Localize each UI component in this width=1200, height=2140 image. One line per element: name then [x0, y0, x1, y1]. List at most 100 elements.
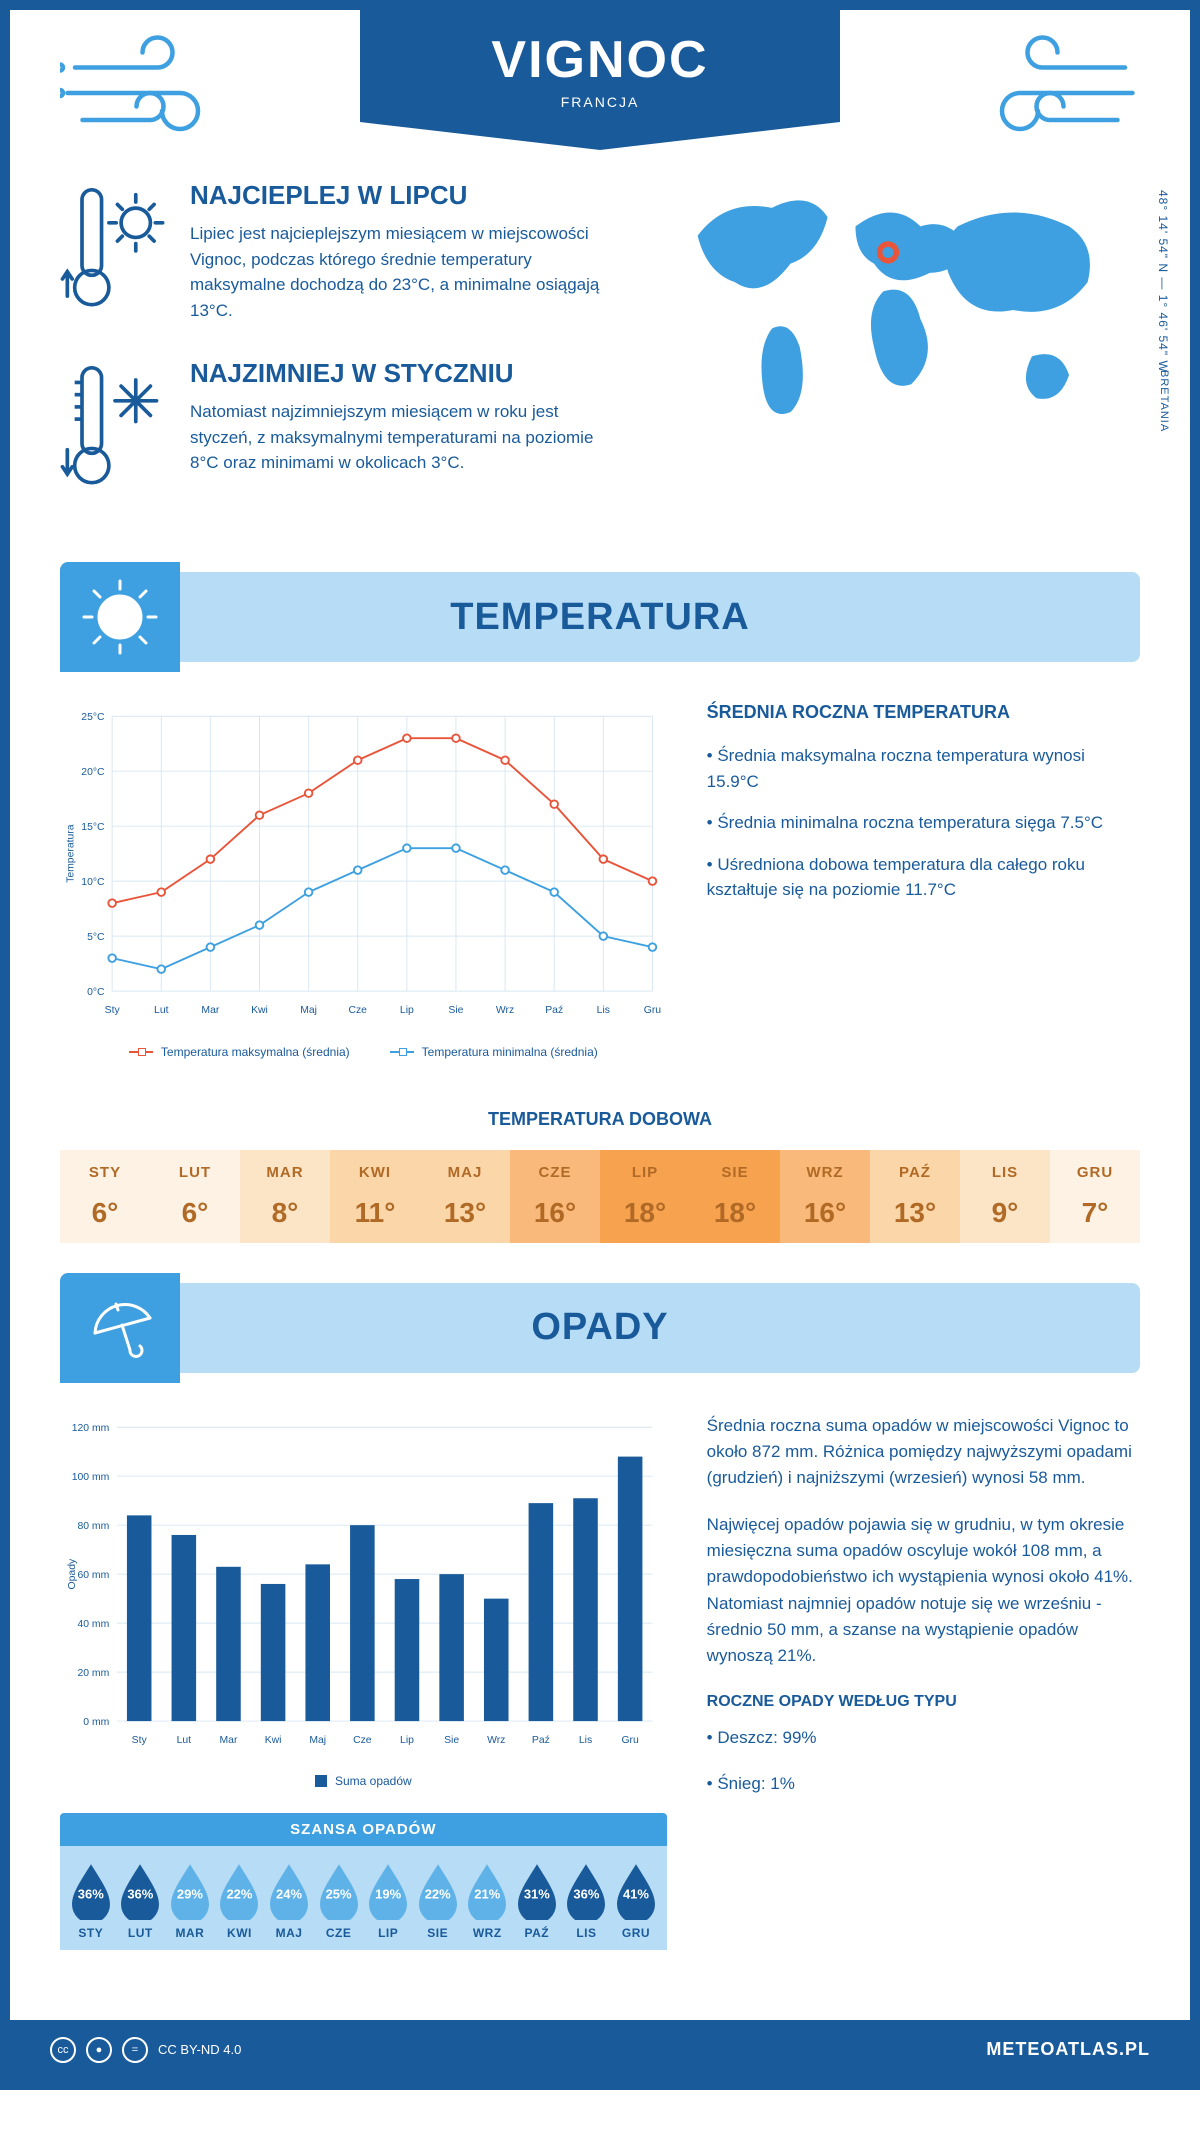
svg-text:Lis: Lis — [579, 1735, 592, 1746]
svg-text:Lut: Lut — [154, 1005, 169, 1016]
svg-text:20°C: 20°C — [81, 767, 105, 778]
svg-text:15°C: 15°C — [81, 822, 105, 833]
daily-temp-cell: PAŹ13° — [870, 1150, 960, 1243]
city-title: VIGNOC — [360, 30, 840, 90]
precip-summary: Średnia roczna suma opadów w miejscowośc… — [707, 1413, 1140, 1950]
precip-type-snow: • Śnieg: 1% — [707, 1771, 1140, 1797]
chance-drop: 36% LUT — [116, 1862, 166, 1940]
fact-hot-title: NAJCIEPLEJ W LIPCU — [190, 180, 605, 211]
svg-text:Cze: Cze — [348, 1005, 367, 1016]
svg-text:Maj: Maj — [309, 1735, 326, 1746]
temp-summary-b3: • Uśredniona dobowa temperatura dla całe… — [707, 852, 1140, 903]
daily-temp-cell: LUT6° — [150, 1150, 240, 1243]
svg-text:Mar: Mar — [201, 1005, 219, 1016]
precip-chance-panel: SZANSA OPADÓW 36% STY 36% LUT 29% MAR 22… — [60, 1813, 667, 1950]
intro-section: NAJCIEPLEJ W LIPCU Lipiec jest najcieple… — [60, 180, 1140, 532]
svg-text:10°C: 10°C — [81, 877, 105, 888]
country-subtitle: FRANCJA — [360, 94, 840, 110]
svg-text:Cze: Cze — [353, 1735, 372, 1746]
daily-temp-cell: SIE18° — [690, 1150, 780, 1243]
nd-icon: = — [122, 2037, 148, 2063]
cc-icon: cc — [50, 2037, 76, 2063]
svg-text:20 mm: 20 mm — [77, 1668, 109, 1679]
section-header-temperature: TEMPERATURA — [60, 572, 1140, 662]
chance-drop: 19% LIP — [363, 1862, 413, 1940]
svg-text:Temperatura: Temperatura — [65, 825, 76, 884]
chance-drop: 29% MAR — [165, 1862, 215, 1940]
section-title-temperature: TEMPERATURA — [450, 596, 750, 639]
temperature-legend: Temperatura maksymalna (średnia) Tempera… — [60, 1045, 667, 1059]
sun-icon — [60, 562, 180, 672]
svg-text:Kwi: Kwi — [251, 1005, 268, 1016]
chance-title: SZANSA OPADÓW — [60, 1813, 667, 1846]
precip-type-title: ROCZNE OPADY WEDŁUG TYPU — [707, 1690, 1140, 1715]
svg-text:Lut: Lut — [177, 1735, 192, 1746]
chance-drop: 36% STY — [66, 1862, 116, 1940]
thermometer-cold-icon — [60, 358, 170, 497]
umbrella-icon — [60, 1273, 180, 1383]
svg-text:Mar: Mar — [219, 1735, 237, 1746]
daily-temp-cell: MAJ13° — [420, 1150, 510, 1243]
daily-temp-cell: GRU7° — [1050, 1150, 1140, 1243]
license-block: cc ● = CC BY-ND 4.0 — [50, 2037, 241, 2063]
chance-drop: 24% MAJ — [264, 1862, 314, 1940]
world-map: 48° 14' 54" N — 1° 46' 54" W BRETANIA — [645, 180, 1140, 532]
precip-p1: Średnia roczna suma opadów w miejscowośc… — [707, 1413, 1140, 1492]
svg-text:Wrz: Wrz — [496, 1005, 514, 1016]
precip-legend: Suma opadów — [60, 1774, 667, 1788]
temp-summary-b2: • Średnia minimalna roczna temperatura s… — [707, 810, 1140, 836]
daily-temp-cell: LIP18° — [600, 1150, 690, 1243]
daily-temp-cell: CZE16° — [510, 1150, 600, 1243]
temperature-line-chart: 0°C5°C10°C15°C20°C25°CStyLutMarKwiMajCze… — [60, 702, 667, 1058]
svg-text:0°C: 0°C — [87, 987, 105, 998]
chance-drop: 36% LIS — [562, 1862, 612, 1940]
svg-text:25°C: 25°C — [81, 712, 105, 723]
precip-bar-chart: 0 mm20 mm40 mm60 mm80 mm100 mm120 mmStyL… — [60, 1413, 667, 1950]
section-header-precip: OPADY — [60, 1283, 1140, 1373]
svg-text:Wrz: Wrz — [487, 1735, 505, 1746]
header: VIGNOC FRANCJA — [60, 10, 1140, 150]
title-banner: VIGNOC FRANCJA — [360, 10, 840, 150]
svg-text:Opady: Opady — [67, 1558, 78, 1589]
daily-temp-cell: WRZ16° — [780, 1150, 870, 1243]
svg-text:Lis: Lis — [597, 1005, 610, 1016]
fact-hottest: NAJCIEPLEJ W LIPCU Lipiec jest najcieple… — [60, 180, 605, 323]
temp-summary-b1: • Średnia maksymalna roczna temperatura … — [707, 743, 1140, 794]
svg-text:Gru: Gru — [644, 1005, 662, 1016]
wind-icon-left — [60, 10, 240, 130]
svg-text:120 mm: 120 mm — [72, 1423, 110, 1434]
chance-drop: 22% KWI — [215, 1862, 265, 1940]
section-title-precip: OPADY — [531, 1306, 668, 1349]
daily-temp-cell: MAR8° — [240, 1150, 330, 1243]
legend-max-label: Temperatura maksymalna (średnia) — [161, 1045, 350, 1059]
footer: cc ● = CC BY-ND 4.0 METEOATLAS.PL — [10, 2020, 1190, 2080]
svg-text:Paź: Paź — [532, 1735, 550, 1746]
svg-text:Lip: Lip — [400, 1735, 414, 1746]
svg-text:Sie: Sie — [448, 1005, 463, 1016]
chance-drop: 21% WRZ — [463, 1862, 513, 1940]
svg-text:60 mm: 60 mm — [77, 1570, 109, 1581]
svg-text:Lip: Lip — [400, 1005, 414, 1016]
thermometer-hot-icon — [60, 180, 170, 323]
svg-text:Sie: Sie — [444, 1735, 459, 1746]
svg-text:40 mm: 40 mm — [77, 1619, 109, 1630]
daily-temp-cell: LIS9° — [960, 1150, 1050, 1243]
coordinates-text: 48° 14' 54" N — 1° 46' 54" W — [1156, 190, 1170, 373]
by-icon: ● — [86, 2037, 112, 2063]
svg-text:0 mm: 0 mm — [83, 1717, 109, 1728]
svg-text:Kwi: Kwi — [265, 1735, 282, 1746]
fact-hot-text: Lipiec jest najcieplejszym miesiącem w m… — [190, 221, 605, 323]
daily-temp-table: STY6°LUT6°MAR8°KWI11°MAJ13°CZE16°LIP18°S… — [60, 1150, 1140, 1243]
wind-icon-right — [960, 10, 1140, 130]
svg-text:Paź: Paź — [545, 1005, 563, 1016]
precip-legend-label: Suma opadów — [335, 1774, 412, 1788]
daily-temp-cell: KWI11° — [330, 1150, 420, 1243]
svg-text:Sty: Sty — [132, 1735, 148, 1746]
svg-text:Gru: Gru — [621, 1735, 639, 1746]
svg-text:5°C: 5°C — [87, 932, 105, 943]
fact-cold-title: NAJZIMNIEJ W STYCZNIU — [190, 358, 605, 389]
chance-drop: 31% PAŹ — [512, 1862, 562, 1940]
license-text: CC BY-ND 4.0 — [158, 2042, 241, 2057]
svg-text:80 mm: 80 mm — [77, 1521, 109, 1532]
precip-p2: Najwięcej opadów pojawia się w grudniu, … — [707, 1512, 1140, 1670]
